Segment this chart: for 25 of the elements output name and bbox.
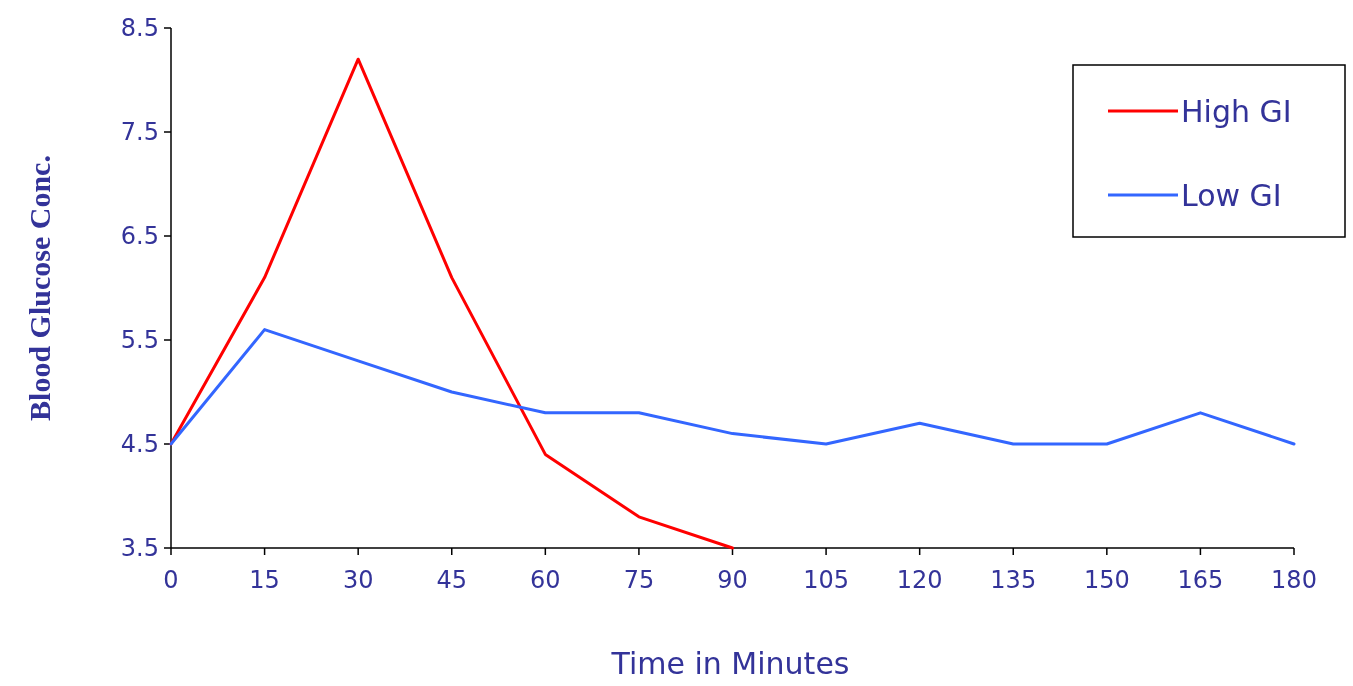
x-tick-label: 150	[1083, 566, 1130, 594]
x-tick-label: 0	[163, 566, 179, 594]
y-tick-label: 5.5	[120, 326, 159, 355]
x-tick-label: 105	[803, 566, 849, 594]
y-tick-label: 8.5	[120, 14, 159, 43]
y-tick-label: 4.5	[120, 430, 159, 459]
x-tick-label: 120	[896, 566, 943, 594]
legend-label: High GI	[1181, 93, 1292, 129]
x-tick-label: 45	[436, 566, 468, 594]
x-tick-label: 75	[623, 566, 655, 594]
line-series	[169, 328, 1296, 446]
y-tick-label: 3.5	[120, 534, 159, 563]
y-tick-label: 7.5	[120, 118, 159, 147]
x-tick-label: 135	[990, 566, 1037, 594]
x-tick-label: 180	[1271, 566, 1317, 594]
x-tick-label: 90	[717, 566, 748, 594]
y-tick-label: 6.5	[120, 222, 159, 251]
x-tick-label: 165	[1177, 566, 1224, 594]
line-series	[169, 57, 734, 550]
legend-label: Low GI	[1181, 177, 1282, 213]
x-tick-label: 30	[342, 566, 374, 594]
y-axis-title: Blood Glucose Conc.	[23, 155, 56, 421]
x-tick-label: 15	[249, 566, 280, 594]
x-axis-title: Time in Minutes	[610, 646, 850, 681]
x-tick-label: 60	[530, 566, 561, 594]
